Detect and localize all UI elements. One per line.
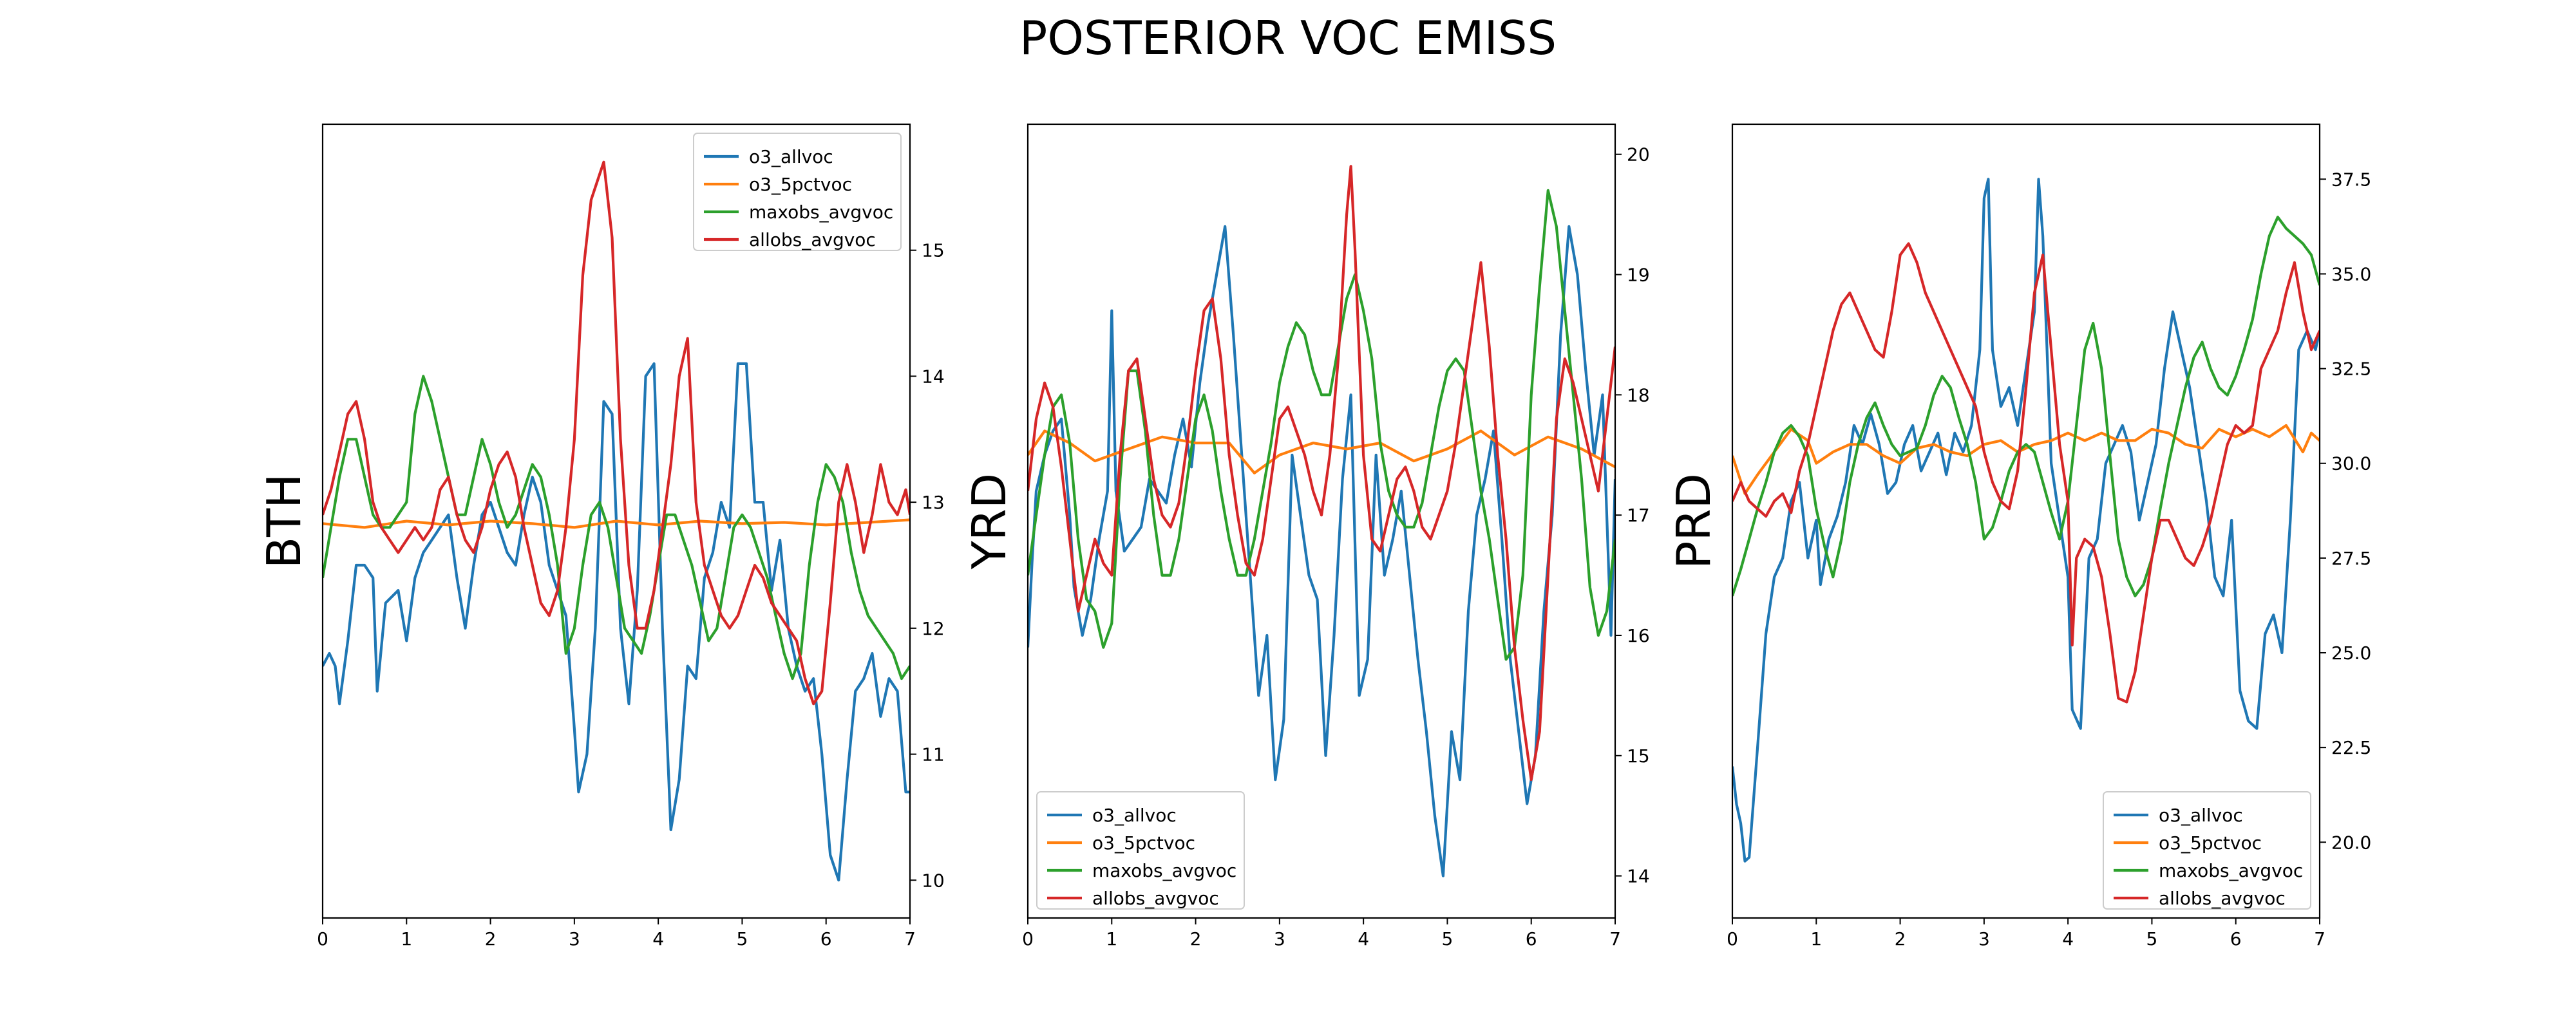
- legend: o3_allvoc o3_5pctvoc maxobs_avgvoc allobs_a…: [693, 133, 902, 251]
- y-tick-label: 30.0: [2331, 453, 2371, 474]
- x-tick-label: 4: [2062, 928, 2074, 950]
- y-tick-label: 27.5: [2331, 548, 2371, 569]
- x-tick-label: 6: [1526, 928, 1537, 950]
- y-tick-label: 13: [922, 492, 945, 513]
- series-line-o3_allvoc: [1732, 178, 2320, 863]
- legend-label: o3_5pctvoc: [2159, 832, 2262, 854]
- x-tick-label: 0: [317, 928, 328, 950]
- legend-box: [1036, 791, 1245, 910]
- legend-label: o3_5pctvoc: [749, 174, 852, 195]
- legend-box: [693, 133, 902, 251]
- legend: o3_allvoc o3_5pctvoc maxobs_avgvoc allobs_a…: [1036, 791, 1245, 910]
- axes-frame: [1731, 123, 2321, 919]
- y-tick-label: 11: [922, 744, 945, 765]
- legend-label: maxobs_avgvoc: [1092, 860, 1236, 881]
- legend-box: [2103, 791, 2311, 910]
- legend-label: o3_5pctvoc: [1092, 832, 1195, 854]
- x-tick-label: 7: [1609, 928, 1621, 950]
- subplot-grid: 0 1 2 3 4 5 6 7101112131415BTHo3_allvoco3_5pctv…: [257, 123, 2371, 950]
- legend-label: maxobs_avgvoc: [749, 201, 893, 223]
- x-tick-label: 0: [1727, 928, 1738, 950]
- legend-label: allobs_avgvoc: [2159, 888, 2286, 909]
- series-line-o3_5pctvoc: [1732, 424, 2320, 495]
- axis-label-prd: PRD: [1667, 473, 1721, 569]
- x-tick-label: 7: [904, 928, 916, 950]
- y-tick-label: 12: [922, 618, 945, 639]
- x-tick-label: 4: [652, 928, 664, 950]
- x-tick-label: 4: [1358, 928, 1369, 950]
- x-tick-label: 3: [1274, 928, 1285, 950]
- axis-label-bth: BTH: [257, 474, 311, 569]
- subplot-yrd: 0 1 2 3 4 5 6 7 14 15 16 17 18 19 20 YRD o3_allvoc o3_5pc…: [962, 123, 1650, 950]
- subplot-prd: 0 1 2 3 4 5 6 7 20.0 22.5 25.0 27.5 30.0 32.5 35.0 37.5…: [1667, 123, 2371, 950]
- series-line-o3_allvoc: [323, 362, 910, 882]
- series-line-allobs_avgvoc: [1028, 165, 1615, 782]
- x-tick-label: 5: [737, 928, 748, 950]
- x-tick-label: 2: [485, 928, 497, 950]
- y-tick-label: 19: [1627, 265, 1650, 286]
- y-tick-label: 20.0: [2331, 832, 2371, 853]
- y-tick-label: 20: [1627, 144, 1650, 165]
- x-tick-label: 3: [569, 928, 580, 950]
- y-tick-label: 25.0: [2331, 642, 2371, 664]
- subplot-bth: 0 1 2 3 4 5 6 7101112131415BTHo3_allvoco3_5pctv…: [257, 123, 945, 950]
- x-tick-label: 6: [2230, 928, 2242, 950]
- y-tick-label: 14: [1627, 866, 1650, 887]
- series-line-maxobs_avgvoc: [323, 375, 910, 680]
- x-tick-label: 5: [1442, 928, 1454, 950]
- y-tick-label: 18: [1627, 384, 1650, 406]
- y-tick-label: 16: [1627, 625, 1650, 646]
- y-tick-label: 22.5: [2331, 737, 2371, 758]
- y-tick-label: 10: [922, 870, 945, 891]
- legend-label: o3_allvoc: [2159, 805, 2243, 826]
- y-tick-label: 32.5: [2331, 359, 2371, 380]
- x-tick-label: 5: [2146, 928, 2158, 950]
- y-tick-label: 37.5: [2331, 169, 2371, 190]
- legend-label: maxobs_avgvoc: [2159, 860, 2303, 881]
- x-tick-label: 1: [401, 928, 412, 950]
- axes-frame: [1027, 123, 1616, 919]
- figure-title: POSTERIOR VOC EMISS: [1019, 11, 1557, 65]
- y-tick-label: 35.0: [2331, 263, 2371, 285]
- legend-label: allobs_avgvoc: [1092, 888, 1219, 909]
- series-line-allobs_avgvoc: [323, 160, 910, 706]
- x-tick-label: 3: [1978, 928, 1990, 950]
- legend-label: allobs_avgvoc: [749, 229, 876, 250]
- axis-label-yrd: YRD: [962, 473, 1016, 570]
- legend-label: o3_allvoc: [1092, 805, 1177, 826]
- x-tick-label: 6: [820, 928, 832, 950]
- series-line-allobs_avgvoc: [1732, 242, 2320, 704]
- y-tick-label: 14: [922, 366, 945, 387]
- axes-frame: [321, 123, 911, 919]
- series-line-o3_allvoc: [1028, 225, 1615, 877]
- x-tick-label: 0: [1022, 928, 1034, 950]
- y-tick-label: 15: [922, 240, 945, 261]
- legend-label: o3_allvoc: [749, 146, 833, 167]
- y-tick-label: 15: [1627, 745, 1650, 767]
- y-tick-label: 17: [1627, 505, 1650, 526]
- legend: o3_allvoc o3_5pctvoc maxobs_avgvoc allobs_a…: [2103, 791, 2311, 910]
- series-line-o3_5pctvoc: [323, 518, 910, 529]
- series-line-o3_5pctvoc: [1028, 429, 1615, 474]
- x-tick-label: 2: [1895, 928, 1906, 950]
- series-line-maxobs_avgvoc: [1732, 216, 2320, 597]
- x-tick-label: 2: [1190, 928, 1202, 950]
- x-tick-label: 1: [1810, 928, 1822, 950]
- x-tick-label: 7: [2314, 928, 2325, 950]
- x-tick-label: 1: [1106, 928, 1117, 950]
